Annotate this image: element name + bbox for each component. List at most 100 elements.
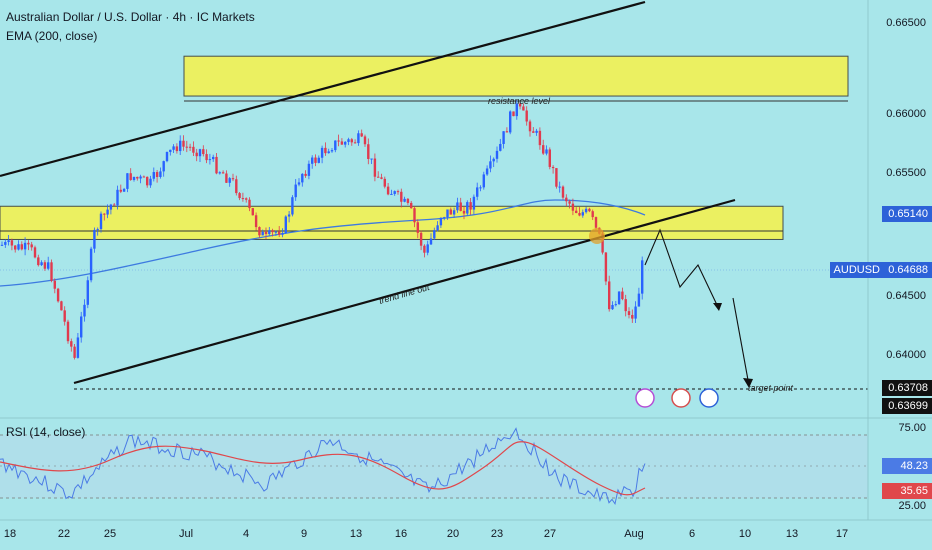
candle bbox=[192, 146, 195, 153]
candle bbox=[146, 176, 149, 186]
candle bbox=[165, 151, 169, 162]
candle bbox=[132, 176, 136, 180]
time-label: 17 bbox=[835, 528, 849, 540]
candle bbox=[245, 198, 248, 200]
candle bbox=[479, 187, 482, 189]
candle bbox=[37, 257, 40, 266]
time-label: 20 bbox=[446, 528, 460, 540]
candle bbox=[198, 149, 202, 157]
candle bbox=[258, 227, 261, 236]
candle bbox=[350, 139, 353, 143]
candle bbox=[472, 196, 476, 210]
candle bbox=[353, 142, 357, 144]
price-label: 0.64000 bbox=[886, 349, 926, 361]
candle bbox=[357, 133, 360, 144]
candle bbox=[56, 288, 60, 302]
candle bbox=[281, 233, 284, 235]
resistance-zone bbox=[183, 55, 849, 97]
candle bbox=[426, 244, 429, 253]
candle bbox=[608, 281, 611, 310]
candle bbox=[380, 177, 383, 179]
candle bbox=[47, 262, 50, 269]
candle bbox=[330, 150, 334, 152]
trendline-label: trend line out bbox=[378, 282, 431, 306]
candle bbox=[466, 202, 469, 214]
candle bbox=[33, 247, 37, 258]
ema-indicator-label[interactable]: EMA (200, close) bbox=[6, 29, 98, 43]
candle bbox=[208, 159, 212, 161]
candle bbox=[238, 193, 241, 199]
candle bbox=[522, 106, 525, 111]
candle bbox=[641, 260, 644, 294]
candle bbox=[377, 176, 380, 178]
candle bbox=[581, 212, 584, 216]
candle bbox=[386, 186, 390, 195]
candle bbox=[185, 146, 188, 148]
candle bbox=[571, 203, 575, 211]
candle bbox=[617, 291, 621, 305]
candle bbox=[311, 157, 314, 164]
candle bbox=[390, 193, 393, 195]
candle bbox=[116, 189, 119, 206]
candle bbox=[63, 310, 66, 322]
candle bbox=[555, 168, 558, 187]
candle bbox=[109, 204, 113, 210]
candle bbox=[611, 305, 614, 310]
us-flag-icon bbox=[671, 388, 691, 408]
candle bbox=[50, 262, 53, 281]
candle bbox=[532, 131, 535, 133]
candle bbox=[23, 242, 27, 250]
candle bbox=[99, 213, 103, 230]
candle bbox=[551, 166, 555, 169]
candle bbox=[568, 201, 571, 204]
chart-title: Australian Dollar / U.S. Dollar · 4h · I… bbox=[6, 10, 255, 24]
candle bbox=[139, 176, 142, 179]
candle bbox=[525, 110, 528, 122]
candle bbox=[274, 231, 278, 233]
candle bbox=[155, 172, 159, 177]
candle bbox=[594, 217, 598, 228]
candle bbox=[119, 189, 122, 192]
rsi-value-badge: 48.23 bbox=[882, 458, 932, 474]
time-label: 16 bbox=[394, 528, 408, 540]
candle bbox=[443, 217, 446, 219]
candle bbox=[179, 140, 182, 152]
target-price-badge: 0.63699 bbox=[882, 398, 932, 414]
rsi-ma-line bbox=[0, 441, 646, 496]
arrow-head bbox=[743, 378, 753, 388]
rsi-indicator-label[interactable]: RSI (14, close) bbox=[6, 425, 86, 439]
candle bbox=[70, 341, 73, 347]
candle bbox=[505, 131, 509, 133]
breakout-marker bbox=[589, 228, 605, 244]
candle bbox=[225, 173, 228, 183]
candle bbox=[320, 147, 324, 158]
candle bbox=[7, 240, 10, 243]
candle bbox=[499, 143, 502, 151]
target-price-badge: 0.63708 bbox=[882, 380, 932, 396]
last-price-badge: 0.64688 bbox=[882, 262, 932, 278]
candle bbox=[76, 337, 80, 358]
candle bbox=[631, 314, 634, 319]
candle bbox=[492, 158, 495, 162]
candle bbox=[297, 182, 301, 185]
candle bbox=[383, 178, 386, 187]
candle bbox=[235, 179, 238, 194]
candle bbox=[317, 157, 320, 163]
candle bbox=[393, 191, 396, 194]
candle bbox=[126, 173, 129, 189]
projection-path bbox=[644, 228, 718, 306]
candle bbox=[344, 141, 347, 145]
time-label: 6 bbox=[688, 528, 696, 540]
time-label: 23 bbox=[490, 528, 504, 540]
candle bbox=[347, 139, 350, 142]
candle bbox=[575, 210, 578, 214]
candle bbox=[113, 204, 116, 206]
candle bbox=[93, 229, 96, 249]
time-label: Aug bbox=[624, 528, 644, 540]
channel-lower-line bbox=[73, 198, 736, 385]
candle bbox=[27, 242, 30, 245]
candle bbox=[634, 306, 637, 319]
candle bbox=[10, 240, 14, 246]
time-label: 27 bbox=[543, 528, 557, 540]
